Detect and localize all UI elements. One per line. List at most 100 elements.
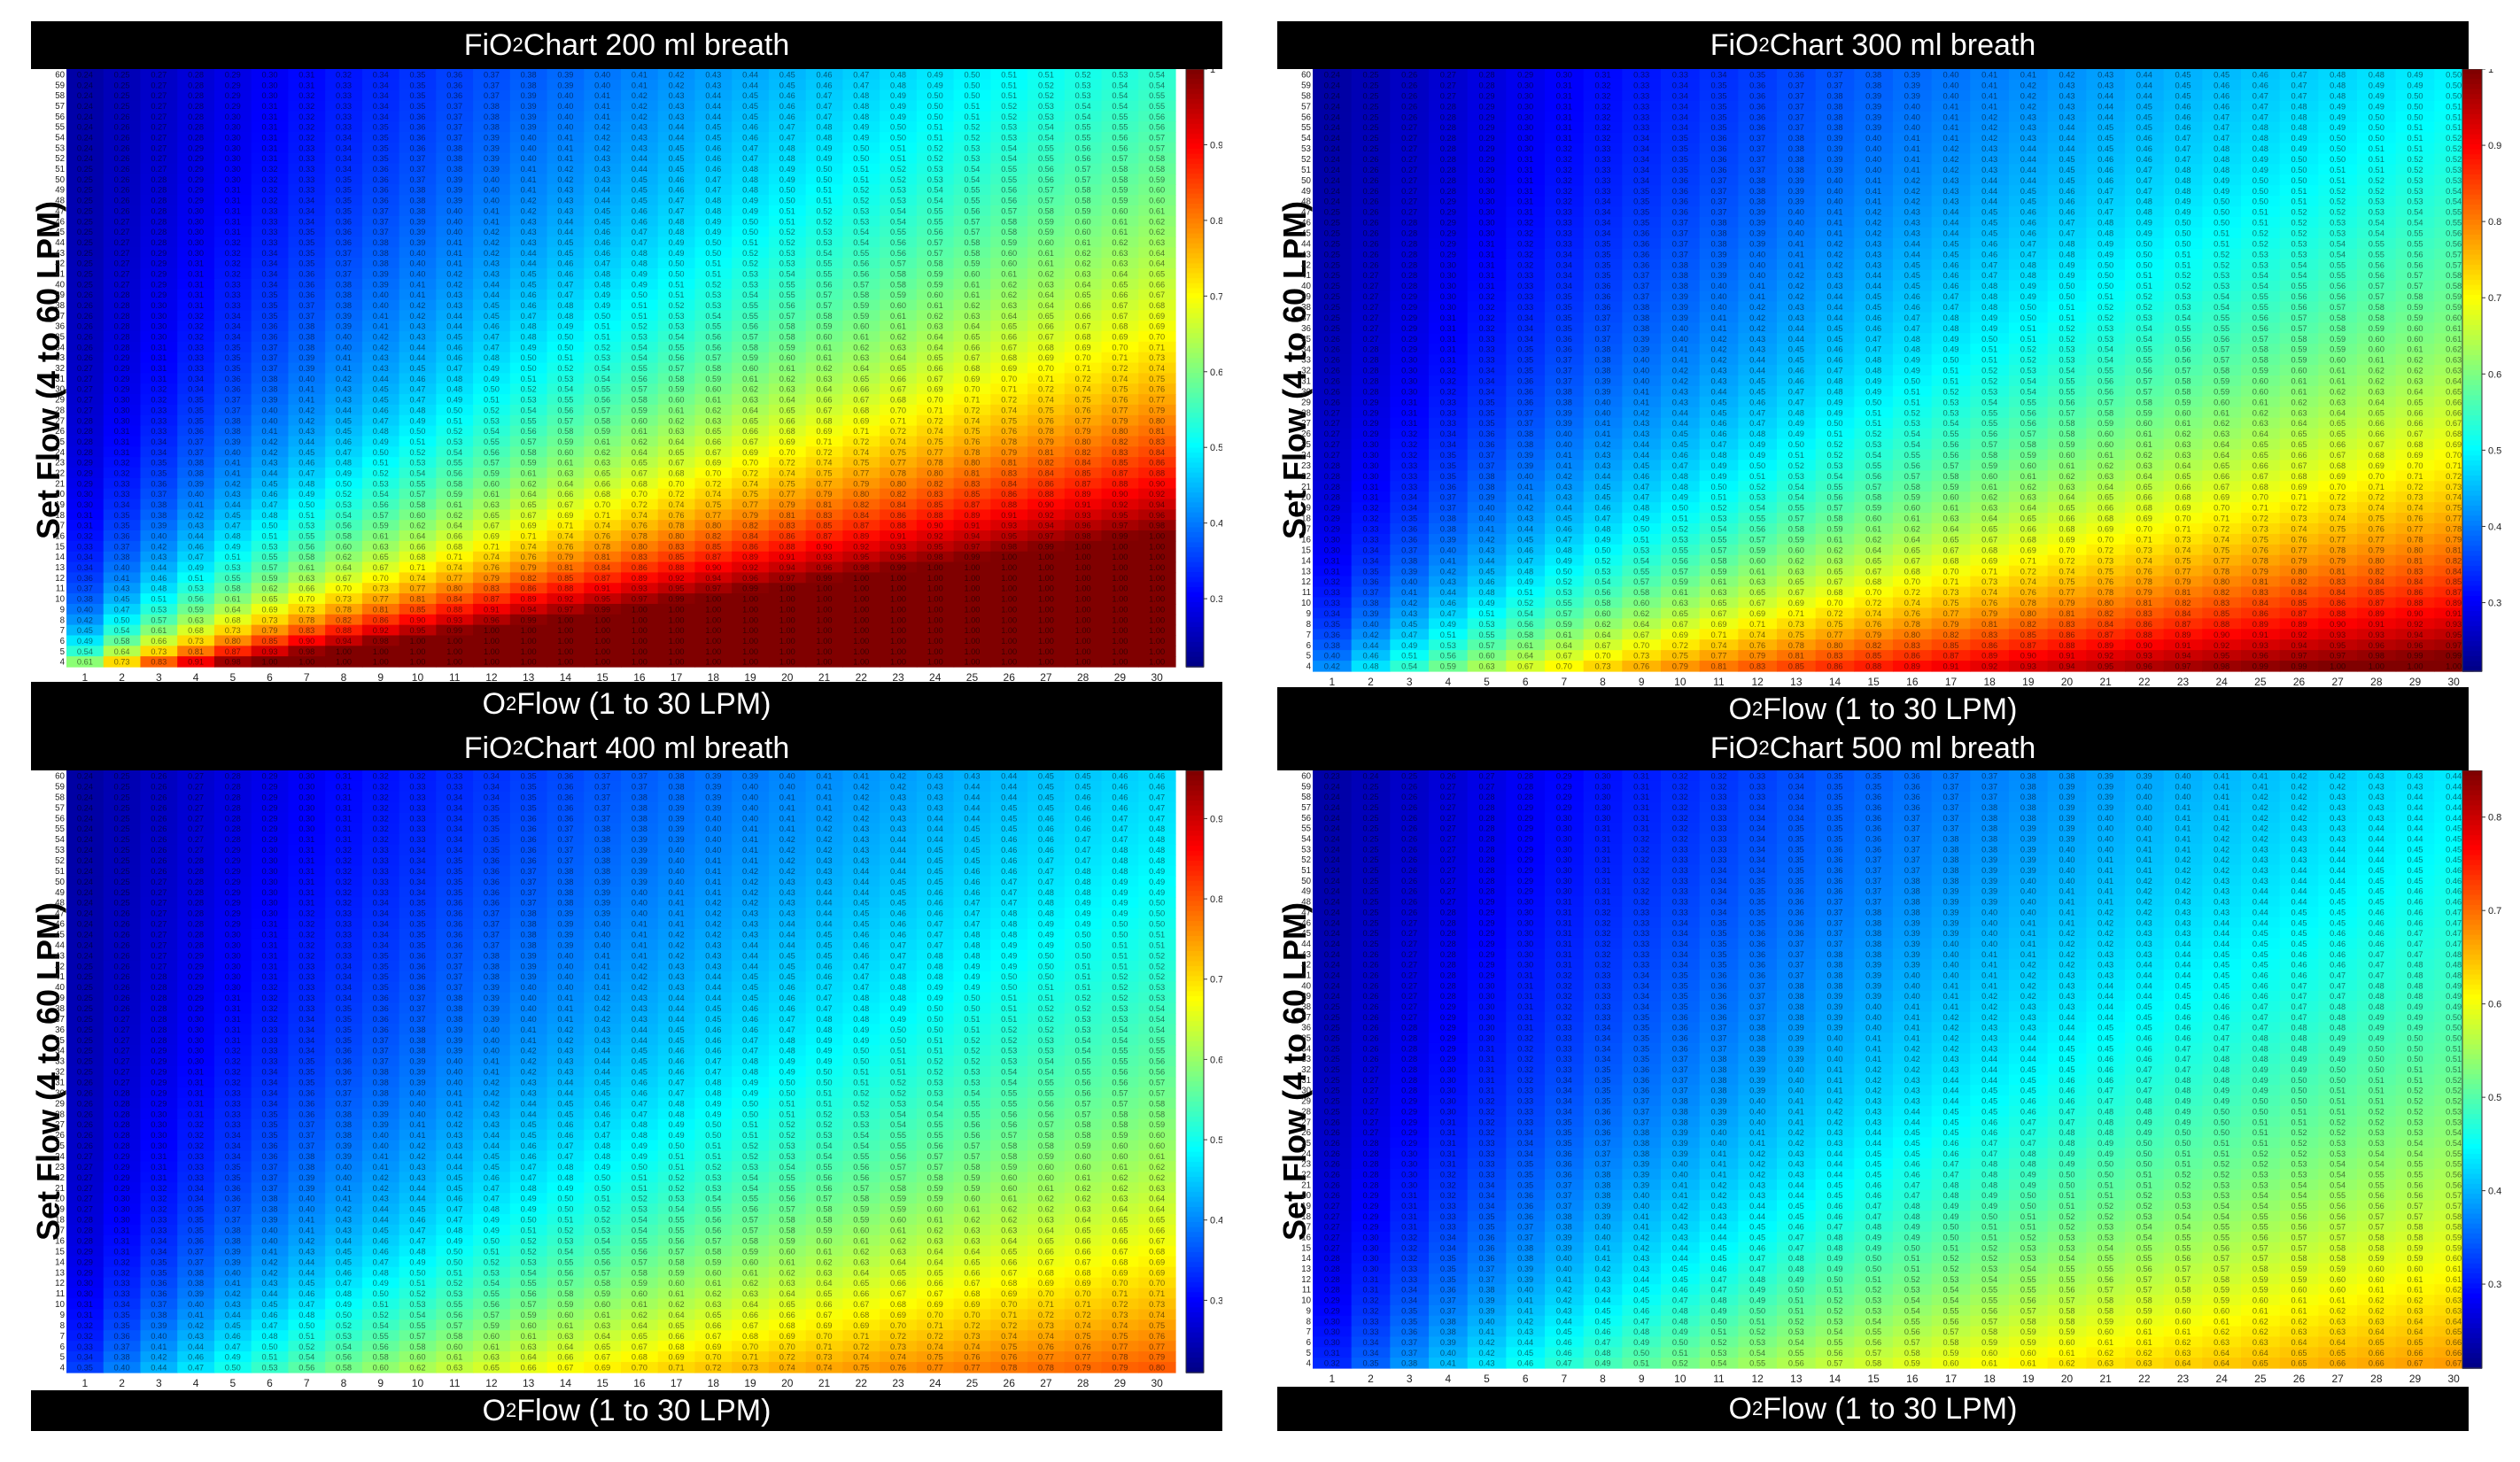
heatmap-cell-label: 0.61 <box>1038 249 1054 258</box>
heatmap-cell-label: 0.46 <box>557 259 573 268</box>
heatmap-cell-label: 0.43 <box>557 186 573 195</box>
colorbar-segment <box>1186 468 1204 474</box>
heatmap-cell-label: 0.53 <box>225 563 241 572</box>
heatmap-cell <box>584 163 622 175</box>
heatmap-cell-label: 0.70 <box>1001 375 1017 383</box>
heatmap-cell-label: 0.32 <box>336 70 352 79</box>
heatmap-cell-label: 0.67 <box>484 522 500 530</box>
heatmap-cell-label: 0.61 <box>817 343 833 352</box>
heatmap-cell-label: 0.68 <box>1001 353 1017 362</box>
colorbar-segment <box>1186 572 1204 578</box>
heatmap-cell-label: 0.80 <box>1149 416 1165 425</box>
heatmap-cell-label: 0.90 <box>705 563 721 572</box>
heatmap-cell-label: 0.55 <box>964 186 980 195</box>
heatmap-cell-label: 0.84 <box>1038 468 1054 477</box>
heatmap-cell-label: 0.46 <box>188 542 204 551</box>
heatmap-cell-label: 0.40 <box>557 102 573 111</box>
heatmap-cell-label: 0.54 <box>853 238 869 247</box>
heatmap-cell <box>1101 226 1139 238</box>
heatmap-cell-label: 0.88 <box>1112 479 1128 488</box>
heatmap-cell-label: 0.64 <box>1075 280 1091 289</box>
heatmap-cell <box>842 215 880 228</box>
heatmap-cell-label: 0.75 <box>742 490 758 499</box>
heatmap-cell-label: 0.34 <box>262 249 278 258</box>
heatmap-cell <box>509 310 548 321</box>
heatmap-cell-label: 0.81 <box>1149 427 1165 436</box>
heatmap-cell-label: 1.00 <box>521 637 537 646</box>
heatmap-cell-label: 0.52 <box>632 322 647 331</box>
heatmap-cell-label: 0.96 <box>890 553 906 561</box>
heatmap-cell-label: 0.45 <box>557 249 573 258</box>
heatmap-cell-label: 0.79 <box>557 553 573 561</box>
heatmap-cell-label: 0.99 <box>890 563 906 572</box>
heatmap-cell-label: 0.31 <box>262 154 278 163</box>
y-tick-label: 9 <box>60 605 65 615</box>
heatmap-cell-label: 0.99 <box>669 595 685 604</box>
heatmap-cell-label: 0.33 <box>188 364 204 373</box>
heatmap-cell <box>1138 215 1176 228</box>
heatmap-cell-label: 0.43 <box>521 228 537 236</box>
heatmap-cell <box>621 310 659 321</box>
heatmap-cell <box>1101 215 1139 228</box>
heatmap-cell-label: 0.62 <box>964 301 980 310</box>
heatmap-cell-label: 0.37 <box>77 584 93 593</box>
heatmap-cell-label: 0.55 <box>742 301 758 310</box>
heatmap-cell <box>916 258 955 269</box>
heatmap-cell <box>288 69 326 81</box>
heatmap-cell-label: 0.81 <box>817 500 833 509</box>
heatmap-cell-label: 0.47 <box>632 228 647 236</box>
heatmap-cell <box>288 195 326 206</box>
heatmap-cell-label: 1.00 <box>817 605 833 614</box>
heatmap-cell-label: 1.00 <box>594 637 610 646</box>
heatmap-cell <box>66 152 105 165</box>
heatmap-cell-label: 0.72 <box>705 479 721 488</box>
heatmap-cell-label: 0.60 <box>853 322 869 331</box>
colorbar-segment <box>1186 83 1204 90</box>
heatmap-cell-label: 1.00 <box>1112 605 1128 614</box>
heatmap-cell-label: 0.70 <box>336 584 352 593</box>
heatmap-cell-label: 0.48 <box>705 197 721 205</box>
heatmap-cell-label: 0.35 <box>336 206 352 215</box>
heatmap-cell-label: 0.68 <box>1112 322 1128 331</box>
heatmap-cell-label: 0.45 <box>484 312 500 321</box>
heatmap-cell-label: 0.50 <box>336 479 352 488</box>
heatmap-cell-label: 0.48 <box>817 134 833 143</box>
heatmap-cell-label: 0.57 <box>1038 197 1054 205</box>
heatmap-cell-label: 0.34 <box>299 206 314 215</box>
heatmap-cell-label: 0.51 <box>409 437 425 446</box>
heatmap-cell-label: 0.47 <box>594 259 610 268</box>
heatmap-cell-label: 0.80 <box>890 479 906 488</box>
heatmap-cell-label: 0.29 <box>188 165 204 174</box>
heatmap-cell-label: 0.49 <box>705 228 721 236</box>
heatmap-cell <box>621 268 659 280</box>
heatmap-cell-label: 0.48 <box>151 584 167 593</box>
heatmap-cell <box>694 69 733 81</box>
heatmap-cell-label: 0.77 <box>373 595 389 604</box>
heatmap-cell <box>694 152 733 165</box>
heatmap-cell <box>473 100 511 112</box>
heatmap-cell-label: 0.37 <box>409 175 425 184</box>
heatmap-cell-label: 0.49 <box>927 81 943 89</box>
heatmap-cell-label: 0.53 <box>705 290 721 299</box>
heatmap-cell <box>140 321 178 332</box>
heatmap-cell-label: 1.00 <box>632 615 647 624</box>
heatmap-cell-label: 0.27 <box>151 112 167 121</box>
heatmap-cell <box>140 278 178 290</box>
heatmap-cell-label: 0.87 <box>705 553 721 561</box>
heatmap-cell-label: 0.53 <box>151 605 167 614</box>
heatmap-cell-label: 0.51 <box>1001 81 1017 89</box>
heatmap-cell-label: 0.76 <box>1149 385 1165 394</box>
heatmap-cell-label: 1.00 <box>779 637 795 646</box>
heatmap-cell <box>953 174 991 185</box>
heatmap-cell <box>361 163 400 175</box>
heatmap-cell <box>251 299 289 311</box>
colorbar-segment <box>1186 442 1204 449</box>
heatmap-cell-label: 0.70 <box>373 574 389 583</box>
heatmap-cell-label: 0.63 <box>927 322 943 331</box>
heatmap-cell-label: 0.75 <box>890 448 906 457</box>
heatmap-cell-label: 0.91 <box>964 522 980 530</box>
heatmap-cell-label: 0.63 <box>373 542 389 551</box>
heatmap-cell-label: 0.51 <box>594 333 610 342</box>
heatmap-cell <box>880 226 918 238</box>
heatmap-cell-label: 0.67 <box>964 353 980 362</box>
